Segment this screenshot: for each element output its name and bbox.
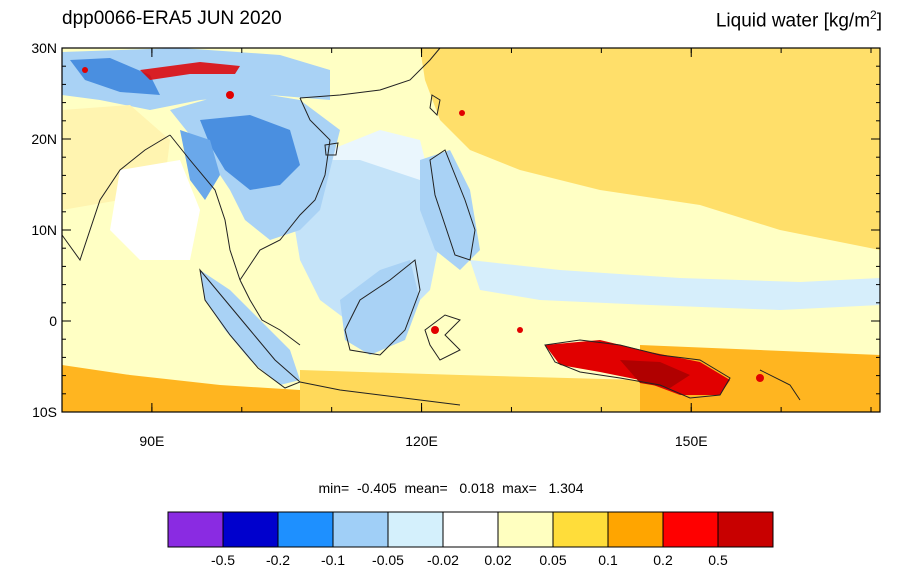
red-patch bbox=[517, 327, 523, 333]
red-patch bbox=[82, 67, 88, 73]
philippines-blue bbox=[420, 150, 480, 270]
coast-hainan bbox=[324, 142, 339, 156]
colorbar-label: 0.05 bbox=[539, 552, 566, 568]
coast-taiwan bbox=[429, 94, 441, 117]
sumatra-blue bbox=[200, 270, 300, 385]
coast-myanmar bbox=[169, 134, 241, 281]
coastlines bbox=[61, 47, 801, 406]
deep-blue-west bbox=[70, 58, 160, 95]
coast-sulawesi bbox=[424, 314, 461, 361]
colorbar-label: -0.5 bbox=[211, 552, 235, 568]
colorbar-swatch bbox=[277, 511, 334, 548]
north-pacific-yellow bbox=[420, 48, 880, 250]
colorbar-swatch bbox=[332, 511, 389, 548]
coast-philippines bbox=[429, 149, 476, 261]
lon-tick-label: 150E bbox=[675, 433, 708, 449]
lat-tick-label: 10S bbox=[32, 404, 57, 420]
coast-new-guinea bbox=[544, 339, 731, 399]
colorbar: -0.5 -0.2 -0.1 -0.05 -0.02 0.02 0.05 0.1 0.2 0.5 bbox=[167, 511, 774, 568]
southern-indian-ocean-orange bbox=[62, 365, 300, 412]
borneo-blue bbox=[340, 260, 420, 355]
coast-india-east bbox=[61, 134, 171, 262]
red-patch bbox=[431, 326, 439, 334]
lon-tick-label: 120E bbox=[405, 433, 438, 449]
colorbar-label: -0.1 bbox=[321, 552, 345, 568]
deep-blue-indochina bbox=[200, 115, 300, 190]
red-patch bbox=[459, 110, 465, 116]
colorbar-label: 0.02 bbox=[484, 552, 511, 568]
new-guinea-darkred bbox=[620, 360, 690, 388]
coast-borneo bbox=[344, 259, 421, 356]
coast-solomon bbox=[759, 369, 801, 401]
coast-java bbox=[299, 381, 461, 406]
coast-malay bbox=[239, 279, 301, 346]
coast-china bbox=[299, 47, 441, 99]
colorbar-swatch bbox=[717, 511, 774, 548]
coast-indochina bbox=[239, 97, 331, 281]
map-panel: 30N 20N 10N 0 10S 90E 120E 150E bbox=[31, 40, 881, 449]
deep-blue-myanmar bbox=[180, 130, 220, 200]
colorbar-swatch bbox=[662, 511, 719, 548]
red-patch bbox=[226, 91, 234, 99]
tibet-red-strip bbox=[140, 62, 240, 80]
colorbar-swatch bbox=[552, 511, 609, 548]
lat-tick-label: 0 bbox=[49, 313, 57, 329]
colorbar-swatch bbox=[607, 511, 664, 548]
unit-bracket: ] bbox=[876, 10, 882, 32]
colorbar-label: 0.1 bbox=[598, 552, 618, 568]
southern-yellow bbox=[300, 370, 640, 412]
lon-tick-label: 90E bbox=[139, 433, 164, 449]
axis-ticks: 30N 20N 10N 0 10S 90E 120E 150E bbox=[31, 40, 880, 449]
plot-title-right: Liquid water [kg/m2] bbox=[716, 8, 882, 32]
unit-superscript: 2 bbox=[870, 8, 877, 22]
colorbar-swatch bbox=[387, 511, 444, 548]
lat-tick-label: 30N bbox=[31, 40, 57, 56]
tibet-blue bbox=[62, 48, 330, 110]
colorbar-swatch bbox=[442, 511, 499, 548]
plot-title-left: dpp0066-ERA5 JUN 2020 bbox=[62, 8, 282, 29]
lat-tick-label: 20N bbox=[31, 131, 57, 147]
colorbar-label: 0.5 bbox=[708, 552, 728, 568]
map-field bbox=[62, 48, 880, 412]
colorbar-label: -0.2 bbox=[266, 552, 290, 568]
bay-of-bengal-white bbox=[110, 160, 200, 260]
colorbar-swatch bbox=[222, 511, 279, 548]
coast-sumatra bbox=[199, 268, 301, 389]
red-patch bbox=[756, 374, 764, 382]
colorbar-swatch bbox=[497, 511, 554, 548]
colorbar-label: -0.05 bbox=[372, 552, 404, 568]
equatorial-light-blue bbox=[470, 260, 880, 310]
lat-tick-label: 10N bbox=[31, 222, 57, 238]
colorbar-label: -0.02 bbox=[427, 552, 459, 568]
stats-line: min= -0.405 mean= 0.018 max= 1.304 bbox=[318, 480, 584, 496]
colorbar-label: 0.2 bbox=[653, 552, 673, 568]
colorbar-swatch bbox=[167, 511, 224, 548]
unit-text: Liquid water [kg/m bbox=[715, 10, 871, 32]
